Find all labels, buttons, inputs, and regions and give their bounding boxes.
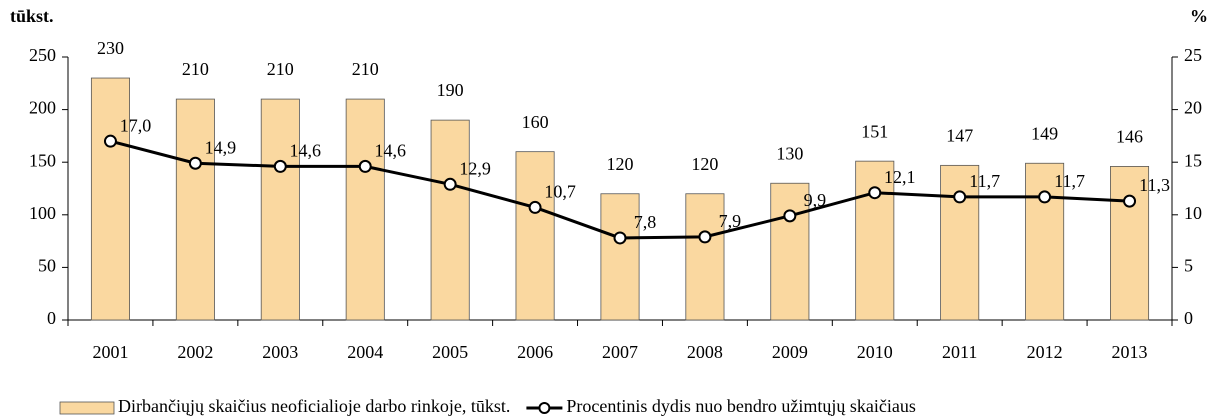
bar-value-label: 210 xyxy=(352,59,379,79)
x-tick-label: 2002 xyxy=(177,342,213,362)
y-tick-label: 0 xyxy=(47,308,56,328)
bar-value-label: 151 xyxy=(861,121,888,141)
bar xyxy=(345,98,385,321)
x-tick-label: 2009 xyxy=(772,342,808,362)
bar-value-label: 210 xyxy=(182,59,209,79)
line-marker xyxy=(613,231,627,245)
line-marker xyxy=(783,209,797,223)
line-marker xyxy=(188,156,202,170)
line-value-label: 12,9 xyxy=(459,158,491,178)
line-marker xyxy=(358,159,372,173)
bar-value-label: 210 xyxy=(267,59,294,79)
x-tick-label: 2008 xyxy=(687,342,723,362)
bar xyxy=(175,98,215,321)
y-tick-label: 50 xyxy=(38,256,56,276)
x-tick-label: 2003 xyxy=(262,342,298,362)
legend-label: Procentinis dydis nuo bendro užimtųjų sk… xyxy=(566,396,915,416)
bar xyxy=(685,193,725,321)
x-tick-label: 2011 xyxy=(942,342,977,362)
x-tick-label: 2004 xyxy=(347,342,383,362)
line-value-label: 11,7 xyxy=(1054,171,1085,191)
x-tick-label: 2012 xyxy=(1027,342,1063,362)
line-marker xyxy=(103,134,117,148)
y-axis-label: tūkst. xyxy=(10,6,54,26)
bar-value-label: 147 xyxy=(946,125,973,145)
y-tick-label: 100 xyxy=(29,203,56,223)
bar-value-label: 146 xyxy=(1116,127,1143,147)
line-marker xyxy=(868,186,882,200)
bar xyxy=(515,151,555,321)
line-value-label: 11,7 xyxy=(969,171,1000,191)
line-marker xyxy=(1038,190,1052,204)
legend-swatch xyxy=(59,401,115,415)
y2-tick-label: 0 xyxy=(1184,308,1193,328)
y-tick-label: 150 xyxy=(29,150,56,170)
bar xyxy=(260,98,300,321)
bar-value-label: 120 xyxy=(607,154,634,174)
x-tick-label: 2013 xyxy=(1112,342,1148,362)
x-tick-label: 2010 xyxy=(857,342,893,362)
legend-marker xyxy=(538,402,551,414)
bar-value-label: 130 xyxy=(776,143,803,163)
line-marker xyxy=(273,159,287,173)
legend-label: Dirbančiųjų skaičius neoficialioje darbo… xyxy=(118,396,510,416)
bar xyxy=(430,119,470,321)
line-marker xyxy=(1123,194,1137,208)
bar xyxy=(770,182,810,321)
line-marker xyxy=(953,190,967,204)
line-value-label: 12,1 xyxy=(884,167,916,187)
y-tick-label: 250 xyxy=(29,45,56,65)
bar-value-label: 160 xyxy=(522,112,549,132)
x-tick-label: 2001 xyxy=(92,342,128,362)
line-value-label: 14,9 xyxy=(205,137,237,157)
y2-tick-label: 15 xyxy=(1184,150,1202,170)
bar-value-label: 190 xyxy=(437,80,464,100)
y2-tick-label: 20 xyxy=(1184,98,1202,118)
bar xyxy=(90,77,130,321)
bar xyxy=(1110,166,1150,321)
bar xyxy=(600,193,640,321)
line-value-label: 17,0 xyxy=(120,115,152,135)
y2-tick-label: 5 xyxy=(1184,256,1193,276)
line-marker xyxy=(528,200,542,214)
y-tick-label: 200 xyxy=(29,98,56,118)
bar-value-label: 120 xyxy=(691,154,718,174)
bar-value-label: 149 xyxy=(1031,123,1058,143)
x-tick-label: 2006 xyxy=(517,342,553,362)
bar xyxy=(1025,162,1065,321)
y2-tick-label: 10 xyxy=(1184,203,1202,223)
x-tick-label: 2007 xyxy=(602,342,638,362)
line-marker xyxy=(443,177,457,191)
bar-value-label: 230 xyxy=(97,38,124,58)
y2-tick-label: 25 xyxy=(1184,45,1202,65)
line-value-label: 14,6 xyxy=(374,141,406,161)
line-marker xyxy=(698,230,712,244)
line-value-label: 14,6 xyxy=(290,141,322,161)
y2-axis-label: % xyxy=(1190,6,1208,26)
line-value-label: 7,8 xyxy=(634,212,657,232)
line-value-label: 9,9 xyxy=(804,190,827,210)
line-value-label: 11,3 xyxy=(1139,175,1170,195)
line-value-label: 7,9 xyxy=(719,211,742,231)
line-value-label: 10,7 xyxy=(544,182,576,202)
x-tick-label: 2005 xyxy=(432,342,468,362)
